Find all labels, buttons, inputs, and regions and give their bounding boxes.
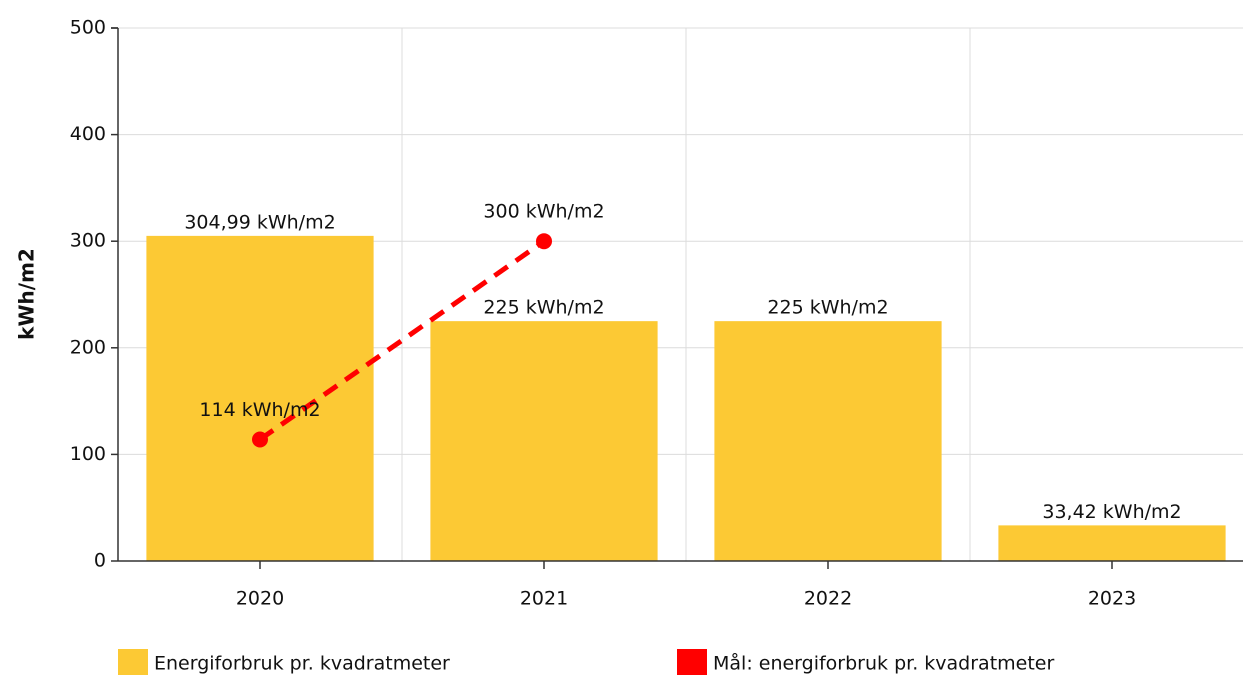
x-tick-label: 2021 <box>520 588 568 610</box>
target-point <box>252 431 268 448</box>
y-tick-label: 300 <box>70 230 106 252</box>
data-label: 114 kWh/m2 <box>199 399 320 421</box>
bar <box>714 321 942 561</box>
y-axis-label: kWh/m2 <box>15 248 39 340</box>
y-tick-label: 200 <box>70 336 106 358</box>
y-tick-label: 400 <box>70 123 106 145</box>
legend-label: Mål: energiforbruk pr. kvadratmeter <box>713 652 1054 675</box>
bar <box>430 321 658 561</box>
target-line <box>258 239 546 442</box>
y-tick-label: 0 <box>94 550 106 572</box>
data-label: 225 kWh/m2 <box>767 297 888 319</box>
y-tick-label: 100 <box>70 443 106 465</box>
target-point <box>536 233 552 250</box>
x-tick-label: 2023 <box>1088 588 1136 610</box>
legend-label: Energiforbruk pr. kvadratmeter <box>154 653 450 675</box>
legend-swatch <box>118 649 148 675</box>
y-tick-label: 500 <box>70 17 106 39</box>
data-label: 300 kWh/m2 <box>483 201 604 223</box>
data-label: 33,42 kWh/m2 <box>1042 501 1181 523</box>
x-tick-label: 2020 <box>236 588 284 610</box>
x-tick-label: 2022 <box>804 588 852 610</box>
legend-swatch <box>677 649 707 675</box>
data-label: 225 kWh/m2 <box>483 297 604 319</box>
bar <box>998 525 1226 561</box>
data-label: 304,99 kWh/m2 <box>184 211 335 233</box>
bar <box>146 235 374 561</box>
